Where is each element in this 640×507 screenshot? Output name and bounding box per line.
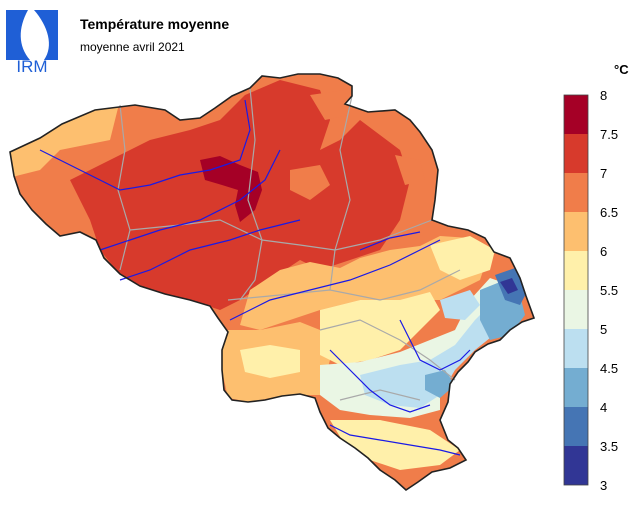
legend-swatch — [564, 329, 588, 368]
legend-swatch — [564, 368, 588, 407]
color-legend: 3 3.5 4 4.5 5 5.5 6 6.5 7 7.5 8 — [563, 90, 618, 493]
zone-6_5-7-pocket — [290, 165, 330, 200]
legend-swatch — [564, 446, 588, 485]
zone-6_5-7-north — [310, 90, 350, 120]
legend-tick-label: 5 — [600, 322, 607, 337]
province-borders — [117, 87, 461, 401]
legend-frame — [563, 94, 589, 486]
irm-logo: IRM — [4, 6, 60, 76]
legend-swatch — [564, 95, 588, 134]
zone-4_5-5-north — [440, 290, 480, 320]
zone-4_5-5 — [360, 295, 515, 408]
legend-tick-label: 6.5 — [600, 205, 618, 220]
legend-tick-label: 6 — [600, 244, 607, 259]
zone-6-6_5-center — [240, 236, 490, 330]
legend-tick-label: 4.5 — [600, 361, 618, 376]
legend-swatch — [564, 251, 588, 290]
legend-tick-label: 7 — [600, 166, 607, 181]
legend-tick-label: 8 — [600, 90, 607, 103]
zone-5_5-6 — [320, 292, 440, 365]
zone-4-4_5-south — [425, 370, 455, 398]
country-outline — [9, 73, 536, 492]
zone-5_5-6-south — [330, 420, 460, 470]
legend-swatch — [564, 134, 588, 173]
map-title: Température moyenne — [80, 16, 230, 32]
legend-tick-label: 4 — [600, 400, 607, 415]
belgium-temperature-map — [9, 73, 536, 492]
legend-swatch — [564, 407, 588, 446]
legend-swatch — [564, 173, 588, 212]
zone-7_5-8 — [200, 156, 262, 222]
legend-swatch — [564, 212, 588, 251]
legend-tick-label: 3.5 — [600, 439, 618, 454]
legend-tick-label: 5.5 — [600, 283, 618, 298]
legend-tick-label: 3 — [600, 478, 607, 493]
legend-swatch — [564, 290, 588, 329]
rivers — [39, 99, 471, 456]
zone-5_5-6-northeast — [430, 236, 495, 280]
legend-tick-label: 7.5 — [600, 127, 618, 142]
logo-text: IRM — [16, 57, 47, 74]
legend-unit: °C — [614, 62, 629, 77]
zone-3-3_5 — [500, 278, 518, 294]
map-subtitle: moyenne avril 2021 — [80, 40, 185, 54]
zone-6_5-7-east — [395, 155, 425, 185]
zone-5_5-6-west — [240, 345, 300, 378]
